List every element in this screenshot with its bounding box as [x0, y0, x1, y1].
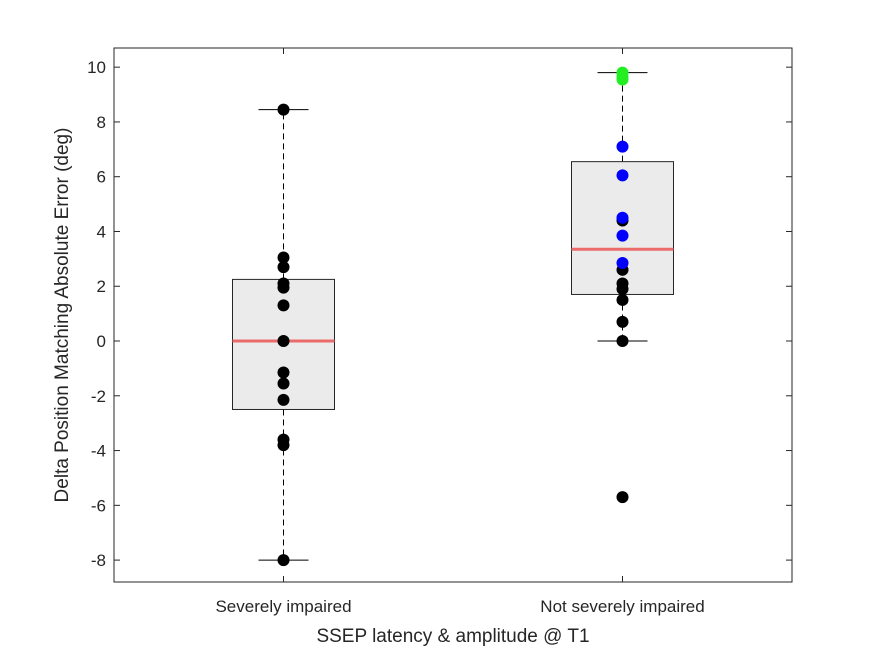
data-point: [616, 256, 629, 269]
y-axis-label: Delta Position Matching Absolute Error (…: [52, 128, 73, 503]
points-layer: [277, 66, 629, 567]
data-point: [616, 229, 629, 242]
data-point: [277, 103, 290, 116]
data-point: [277, 393, 290, 406]
data-point: [277, 377, 290, 390]
y-axis-ticks: -8 -6 -4 -2 0 2 4 6 8 10: [87, 58, 792, 570]
data-point: [616, 282, 629, 295]
data-point: [616, 335, 629, 348]
y-tick-label: -2: [91, 387, 106, 406]
data-point: [616, 211, 629, 224]
y-tick-label: 4: [97, 222, 106, 241]
y-tick-label: 8: [97, 113, 106, 132]
data-point: [277, 261, 290, 274]
x-tick-label: Severely impaired: [215, 597, 351, 616]
x-axis-ticks: Severely impaired Not severely impaired: [215, 48, 705, 616]
y-tick-label: 6: [97, 168, 106, 187]
data-point: [616, 315, 629, 328]
data-point: [277, 554, 290, 567]
data-point: [616, 169, 629, 182]
x-axis-label: SSEP latency & amplitude @ T1: [316, 626, 589, 647]
y-tick-label: -8: [91, 551, 106, 570]
data-point: [277, 299, 290, 312]
plot-area: [113, 47, 793, 583]
data-point: [616, 491, 629, 504]
data-point: [277, 366, 290, 379]
data-point: [277, 335, 290, 348]
data-point: [277, 439, 290, 452]
data-point: [277, 281, 290, 294]
data-point: [616, 140, 629, 153]
x-tick-label: Not severely impaired: [540, 597, 704, 616]
y-tick-label: -6: [91, 496, 106, 515]
y-tick-label: 2: [97, 277, 106, 296]
data-point: [277, 251, 290, 264]
y-tick-label: 10: [87, 58, 106, 77]
y-tick-label: 0: [97, 332, 106, 351]
data-point: [616, 293, 629, 306]
y-tick-label: -4: [91, 442, 106, 461]
data-point: [616, 73, 629, 86]
